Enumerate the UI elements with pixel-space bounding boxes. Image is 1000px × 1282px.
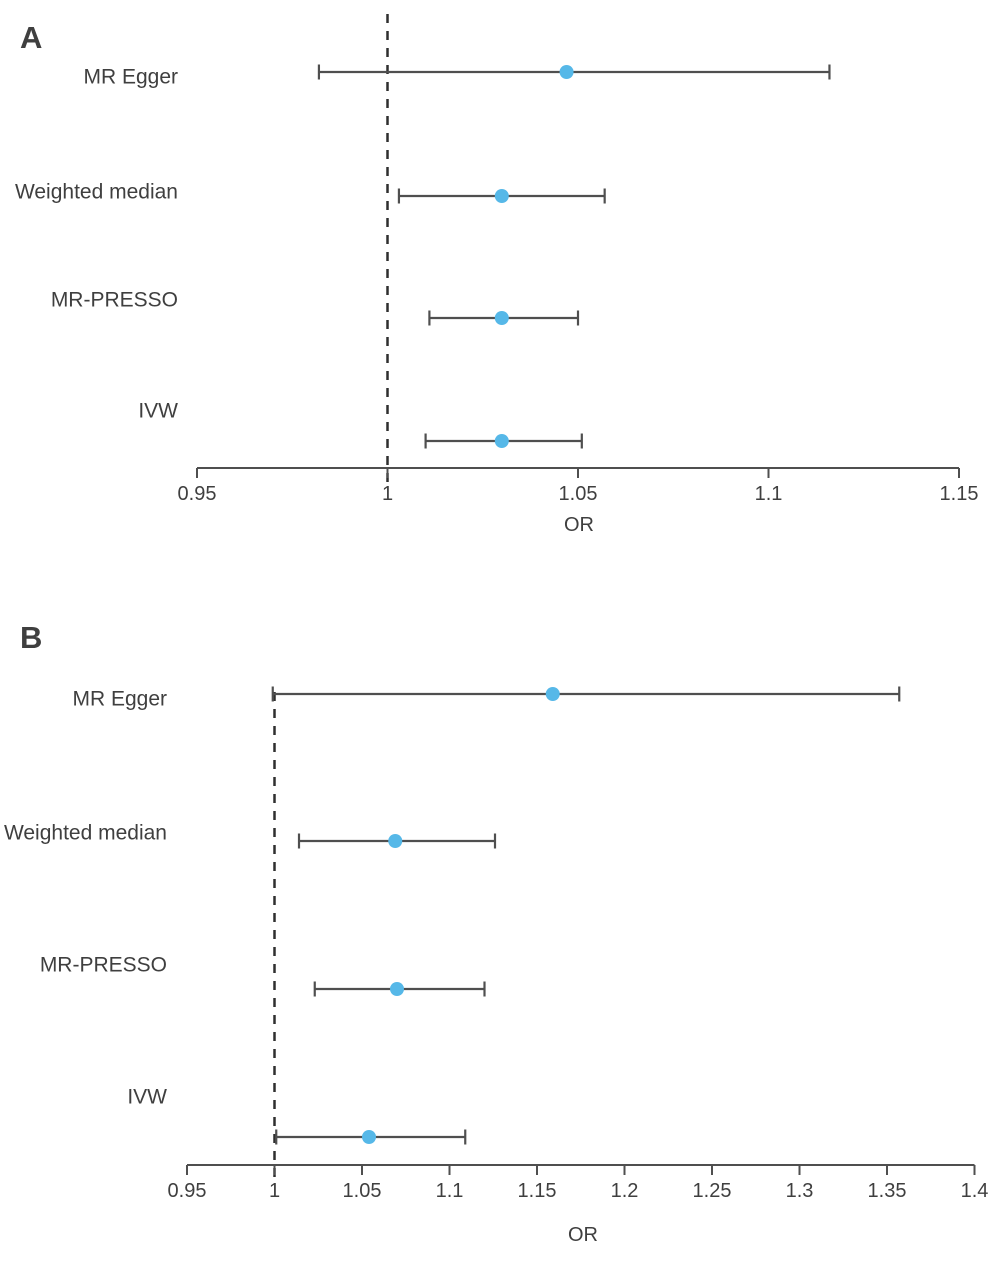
- x-tick-label: 1.35: [868, 1180, 907, 1202]
- x-tick-label: 1.4: [961, 1180, 989, 1202]
- point-estimate: [388, 834, 403, 848]
- row-label: Weighted median: [4, 822, 167, 845]
- x-tick-label: 1.15: [518, 1180, 557, 1202]
- point-estimate: [362, 1130, 376, 1144]
- point-estimate: [545, 687, 560, 701]
- row-label: MR Egger: [72, 688, 167, 711]
- point-estimate: [494, 189, 509, 203]
- x-axis-title: OR: [564, 514, 594, 536]
- x-tick-label: 1.25: [693, 1180, 732, 1202]
- x-tick-label: 0.95: [168, 1180, 207, 1202]
- x-tick-label: 1: [382, 483, 393, 505]
- x-tick-label: 1.1: [436, 1180, 464, 1202]
- row-label: IVW: [138, 400, 178, 423]
- x-axis-title: OR: [568, 1224, 598, 1246]
- row-label: MR-PRESSO: [40, 954, 167, 977]
- x-tick-label: 1.2: [611, 1180, 639, 1202]
- point-estimate: [559, 65, 574, 79]
- x-tick-label: 1.05: [343, 1180, 382, 1202]
- row-label: Weighted median: [15, 181, 178, 204]
- x-tick-label: 1.15: [940, 483, 979, 505]
- point-estimate: [494, 434, 509, 448]
- x-tick-label: 1: [269, 1180, 280, 1202]
- row-label: IVW: [127, 1086, 167, 1109]
- x-tick-label: 0.95: [178, 483, 217, 505]
- x-tick-label: 1.1: [755, 483, 783, 505]
- row-label: MR Egger: [83, 66, 178, 89]
- row-label: MR-PRESSO: [51, 289, 178, 312]
- panel-letter-a: A: [20, 20, 42, 55]
- point-estimate: [390, 982, 404, 996]
- point-estimate: [494, 311, 509, 325]
- x-tick-label: 1.05: [559, 483, 598, 505]
- panel-letter-b: B: [20, 620, 42, 655]
- x-tick-label: 1.3: [786, 1180, 814, 1202]
